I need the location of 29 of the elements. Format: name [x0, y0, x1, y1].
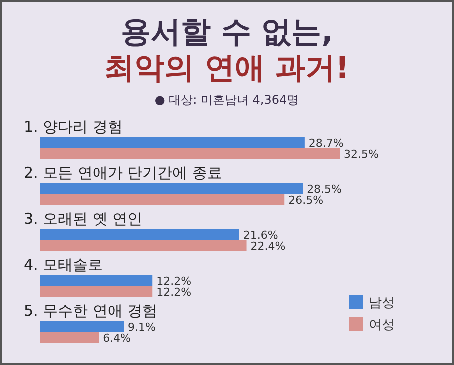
data-label: 9.1%	[128, 321, 156, 334]
bar	[40, 183, 304, 194]
legend-label: 여성	[369, 318, 395, 333]
bar	[40, 148, 340, 159]
chart-title: 용서할 수 없는, 최악의 연애 과거!	[104, 15, 350, 86]
bar	[40, 137, 305, 148]
data-label: 26.5%	[288, 194, 324, 207]
y-tick-label: 2. 모든 연애가 단기간에 종료	[24, 164, 222, 182]
bar	[40, 240, 247, 251]
y-tick-label: 5. 무수한 연애 경험	[24, 302, 158, 320]
data-label: 12.2%	[156, 275, 192, 288]
data-label: 12.2%	[156, 286, 192, 299]
bar	[40, 332, 100, 343]
data-label: 21.6%	[243, 229, 278, 242]
bar	[40, 194, 285, 205]
data-label: 28.7%	[308, 137, 344, 150]
data-label: 32.5%	[344, 148, 379, 161]
y-tick-label: 3. 오래된 옛 연인	[24, 210, 143, 228]
data-label: 6.4%	[103, 332, 132, 345]
legend-label: 남성	[369, 296, 395, 311]
bar	[40, 229, 240, 240]
bar	[40, 275, 153, 286]
bar	[40, 321, 124, 332]
bar	[40, 286, 153, 297]
y-tick-label: 4. 모태솔로	[24, 256, 104, 274]
y-tick-label: 1. 양다리 경험	[24, 118, 123, 136]
data-label: 28.5%	[307, 183, 342, 196]
data-label: 22.4%	[250, 240, 286, 253]
text: ● 대상: 미혼남녀 4,364명	[154, 93, 300, 107]
